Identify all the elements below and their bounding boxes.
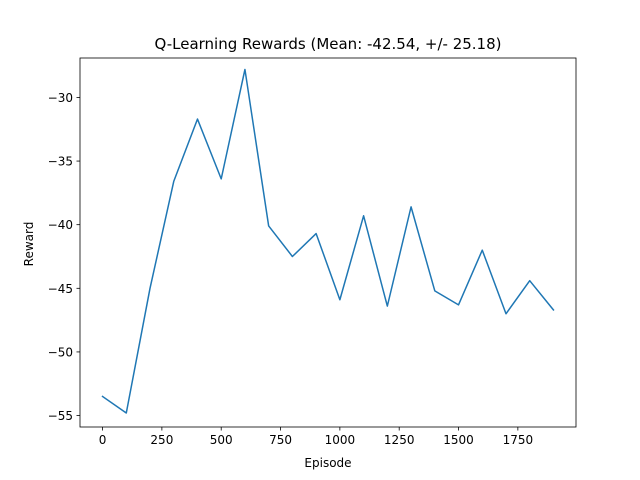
x-axis-title: Episode <box>304 456 351 470</box>
axes-frame <box>79 57 577 428</box>
y-tick-label: −50 <box>48 345 73 359</box>
series-line-0 <box>101 68 555 414</box>
plot-area: 0 250 500 750 1000 1250 1500 1750 −55 −50 −45 −40 −3… <box>48 57 577 447</box>
x-tick-label: 750 <box>269 433 292 447</box>
y-tick-label: −30 <box>48 91 73 105</box>
x-tick-label: 1750 <box>503 433 534 447</box>
y-tick-label: −45 <box>48 282 73 296</box>
y-tick-label: −40 <box>48 218 73 232</box>
y-tick-label: −35 <box>48 155 73 169</box>
x-tick-label: 1500 <box>443 433 474 447</box>
x-tick-label: 250 <box>150 433 173 447</box>
x-tick-label: 0 <box>99 433 107 447</box>
y-axis-title: Reward <box>22 222 36 267</box>
y-tick-label: −55 <box>48 409 73 423</box>
x-tick-label: 1000 <box>325 433 356 447</box>
chart-title: Q-Learning Rewards (Mean: -42.54, +/- 25… <box>155 35 502 53</box>
x-tick-label: 500 <box>210 433 233 447</box>
x-tick-label: 1250 <box>384 433 415 447</box>
